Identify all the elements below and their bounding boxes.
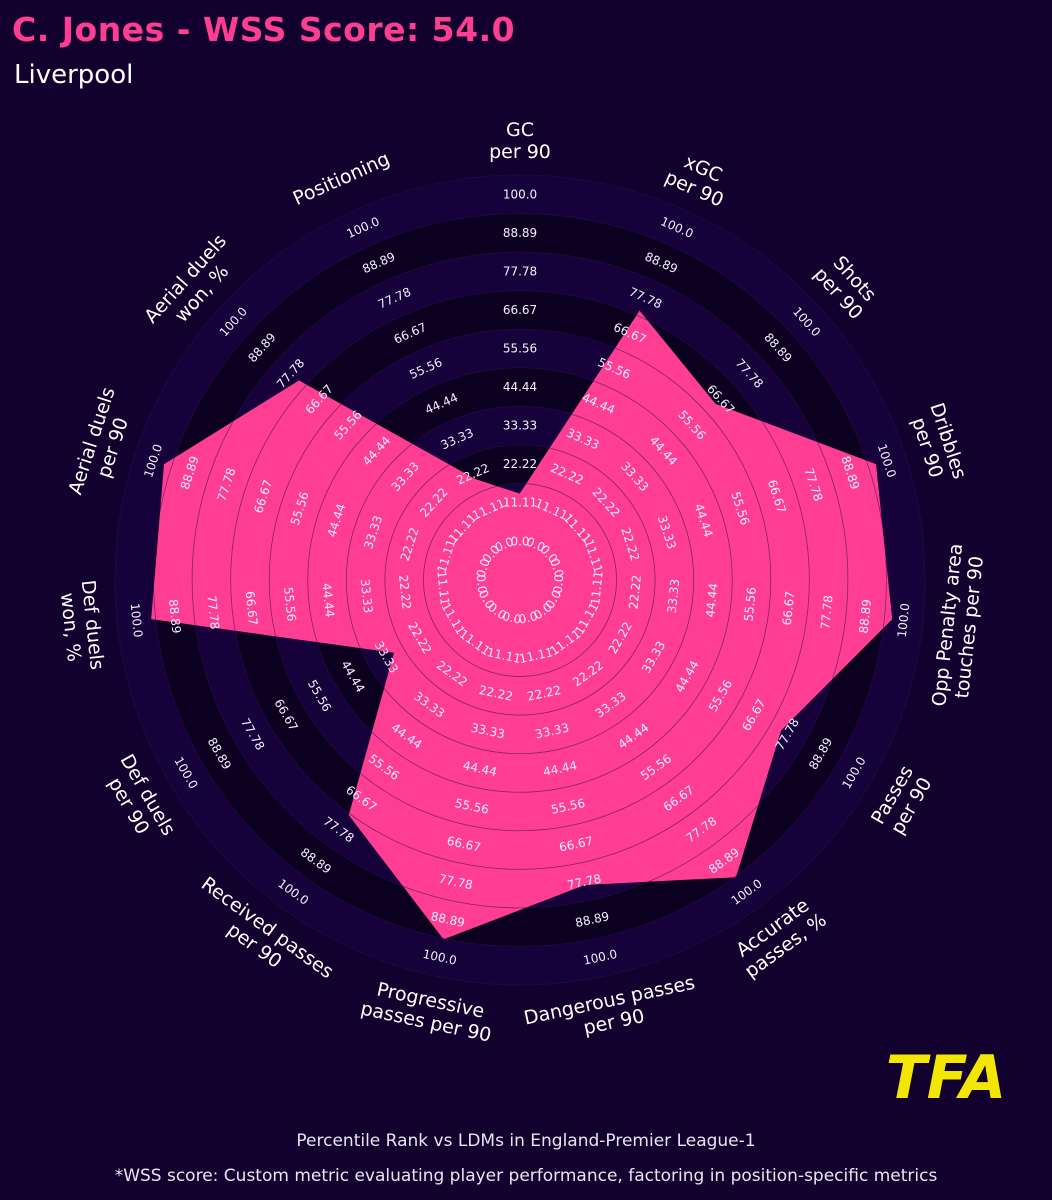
- radar-tick-label: 100.0: [582, 947, 619, 968]
- tfa-logo-text: TFA: [886, 1046, 1007, 1104]
- radar-tick-label: 77.78: [818, 594, 836, 630]
- radar-tick-label: 66.67: [558, 834, 595, 855]
- radar-tick-label: 0.0: [474, 557, 493, 579]
- radar-axis-label: Opp Penalty areatouches per 90: [928, 542, 989, 709]
- radar-ring-guide: [423, 483, 617, 677]
- footnote-wss: *WSS score: Custom metric evaluating pla…: [114, 1166, 938, 1186]
- radar-tick-label: 22.22: [396, 574, 414, 610]
- radar-tick-label: 77.78: [566, 871, 603, 892]
- radar-tick-label: 44.44: [319, 582, 337, 618]
- radar-tick-label: 88.89: [166, 598, 184, 634]
- radar-tick-label: 22.22: [503, 457, 537, 471]
- radar-axis-label: GC per 90: [489, 119, 551, 163]
- radar-ring-guide: [230, 290, 810, 870]
- radar-tick-label: 44.44: [462, 758, 499, 779]
- radar-tick-label: 11.11: [518, 645, 555, 666]
- radar-tick-label: 11.11: [503, 496, 537, 510]
- tfa-logo: TFA: [886, 1046, 1007, 1104]
- radar-axis-label-line: per 90: [489, 141, 551, 163]
- radar-axis-label: Progressivepasses per 90: [359, 976, 498, 1047]
- radar-ring-guide: [307, 367, 733, 793]
- radar-tick-label: 33.33: [665, 578, 683, 614]
- radar-tick-label: 22.22: [526, 683, 563, 704]
- team-subtitle: Liverpool: [14, 60, 134, 90]
- radar-tick-label: 66.67: [243, 590, 261, 626]
- footnote-percentile: Percentile Rank vs LDMs in England-Premi…: [296, 1131, 756, 1151]
- radar-ring-guide: [114, 174, 926, 986]
- radar-tick-label: 88.89: [857, 598, 875, 634]
- radar-axis-label: Dribblesper 90: [904, 400, 970, 488]
- radar-tick-label: 22.22: [626, 574, 644, 610]
- radar-tick-label: 66.67: [446, 834, 483, 855]
- radar-tick-label: 33.33: [503, 419, 537, 433]
- radar-axis-label: Passesper 90: [867, 762, 937, 839]
- radar-tick-label: 88.89: [503, 226, 537, 240]
- radar-tick-label: 44.44: [503, 380, 537, 394]
- radar-tick-label: 33.33: [470, 721, 507, 742]
- radar-tick-label: 33.33: [534, 721, 571, 742]
- radar-tick-label: 44.44: [542, 758, 579, 779]
- radar-tick-label: 55.56: [550, 796, 587, 817]
- radar-tick-label: 66.67: [780, 590, 798, 626]
- radar-tick-label: 77.78: [204, 594, 222, 630]
- radar-ring-guide: [191, 251, 849, 909]
- radar-tick-label: 0.0: [517, 609, 539, 627]
- radar-tick-label: 77.78: [438, 871, 475, 892]
- radar-tick-label: 0.0: [551, 574, 567, 594]
- radar-ring-guide: [153, 213, 887, 947]
- radar-polygon-layer: [114, 174, 926, 986]
- radar-tick-label: 66.67: [503, 303, 537, 317]
- radar-tick-label: 22.22: [478, 683, 515, 704]
- radar-ring-guide: [345, 405, 695, 755]
- radar-tick-label: 100.0: [128, 602, 146, 638]
- radar-ring-guide: [268, 328, 772, 832]
- radar-tick-label: 44.44: [703, 582, 721, 618]
- radar-tick-label: 0.0: [510, 534, 529, 548]
- radar-tick-label: 100.0: [895, 602, 913, 638]
- radar-tick-label: 55.56: [741, 586, 759, 622]
- radar-tick-label: 100.0: [422, 947, 459, 968]
- radar-axis-label: xGCper 90: [661, 146, 735, 211]
- radar-tick-label: 55.56: [503, 342, 537, 356]
- radar-tick-label: 55.56: [454, 796, 491, 817]
- radar-tick-label: 33.33: [358, 578, 376, 614]
- radar-tick-label: 11.11: [434, 570, 452, 606]
- radar-tick-label: 11.11: [588, 570, 606, 606]
- page-title: C. Jones - WSS Score: 54.0: [12, 10, 516, 49]
- radar-tick-label: 88.89: [430, 909, 467, 930]
- radar-tick-label: 11.11: [486, 645, 523, 666]
- radar-tick-label: 0.0: [501, 609, 523, 627]
- radar-ring-guide: [384, 444, 656, 716]
- radar-tick-label: 88.89: [574, 909, 611, 930]
- radar-tick-label: 100.0: [503, 187, 537, 201]
- radar-tick-label: 77.78: [503, 264, 537, 278]
- radar-tick-label: 0.0: [547, 557, 566, 579]
- radar-axis-label: Def duelswon, %: [55, 579, 108, 673]
- radar-tick-label: 0.0: [474, 574, 490, 594]
- radar-polygon: [151, 310, 893, 940]
- radar-tick-label: 55.56: [281, 586, 299, 622]
- radar-axis-label-line: GC: [506, 119, 534, 141]
